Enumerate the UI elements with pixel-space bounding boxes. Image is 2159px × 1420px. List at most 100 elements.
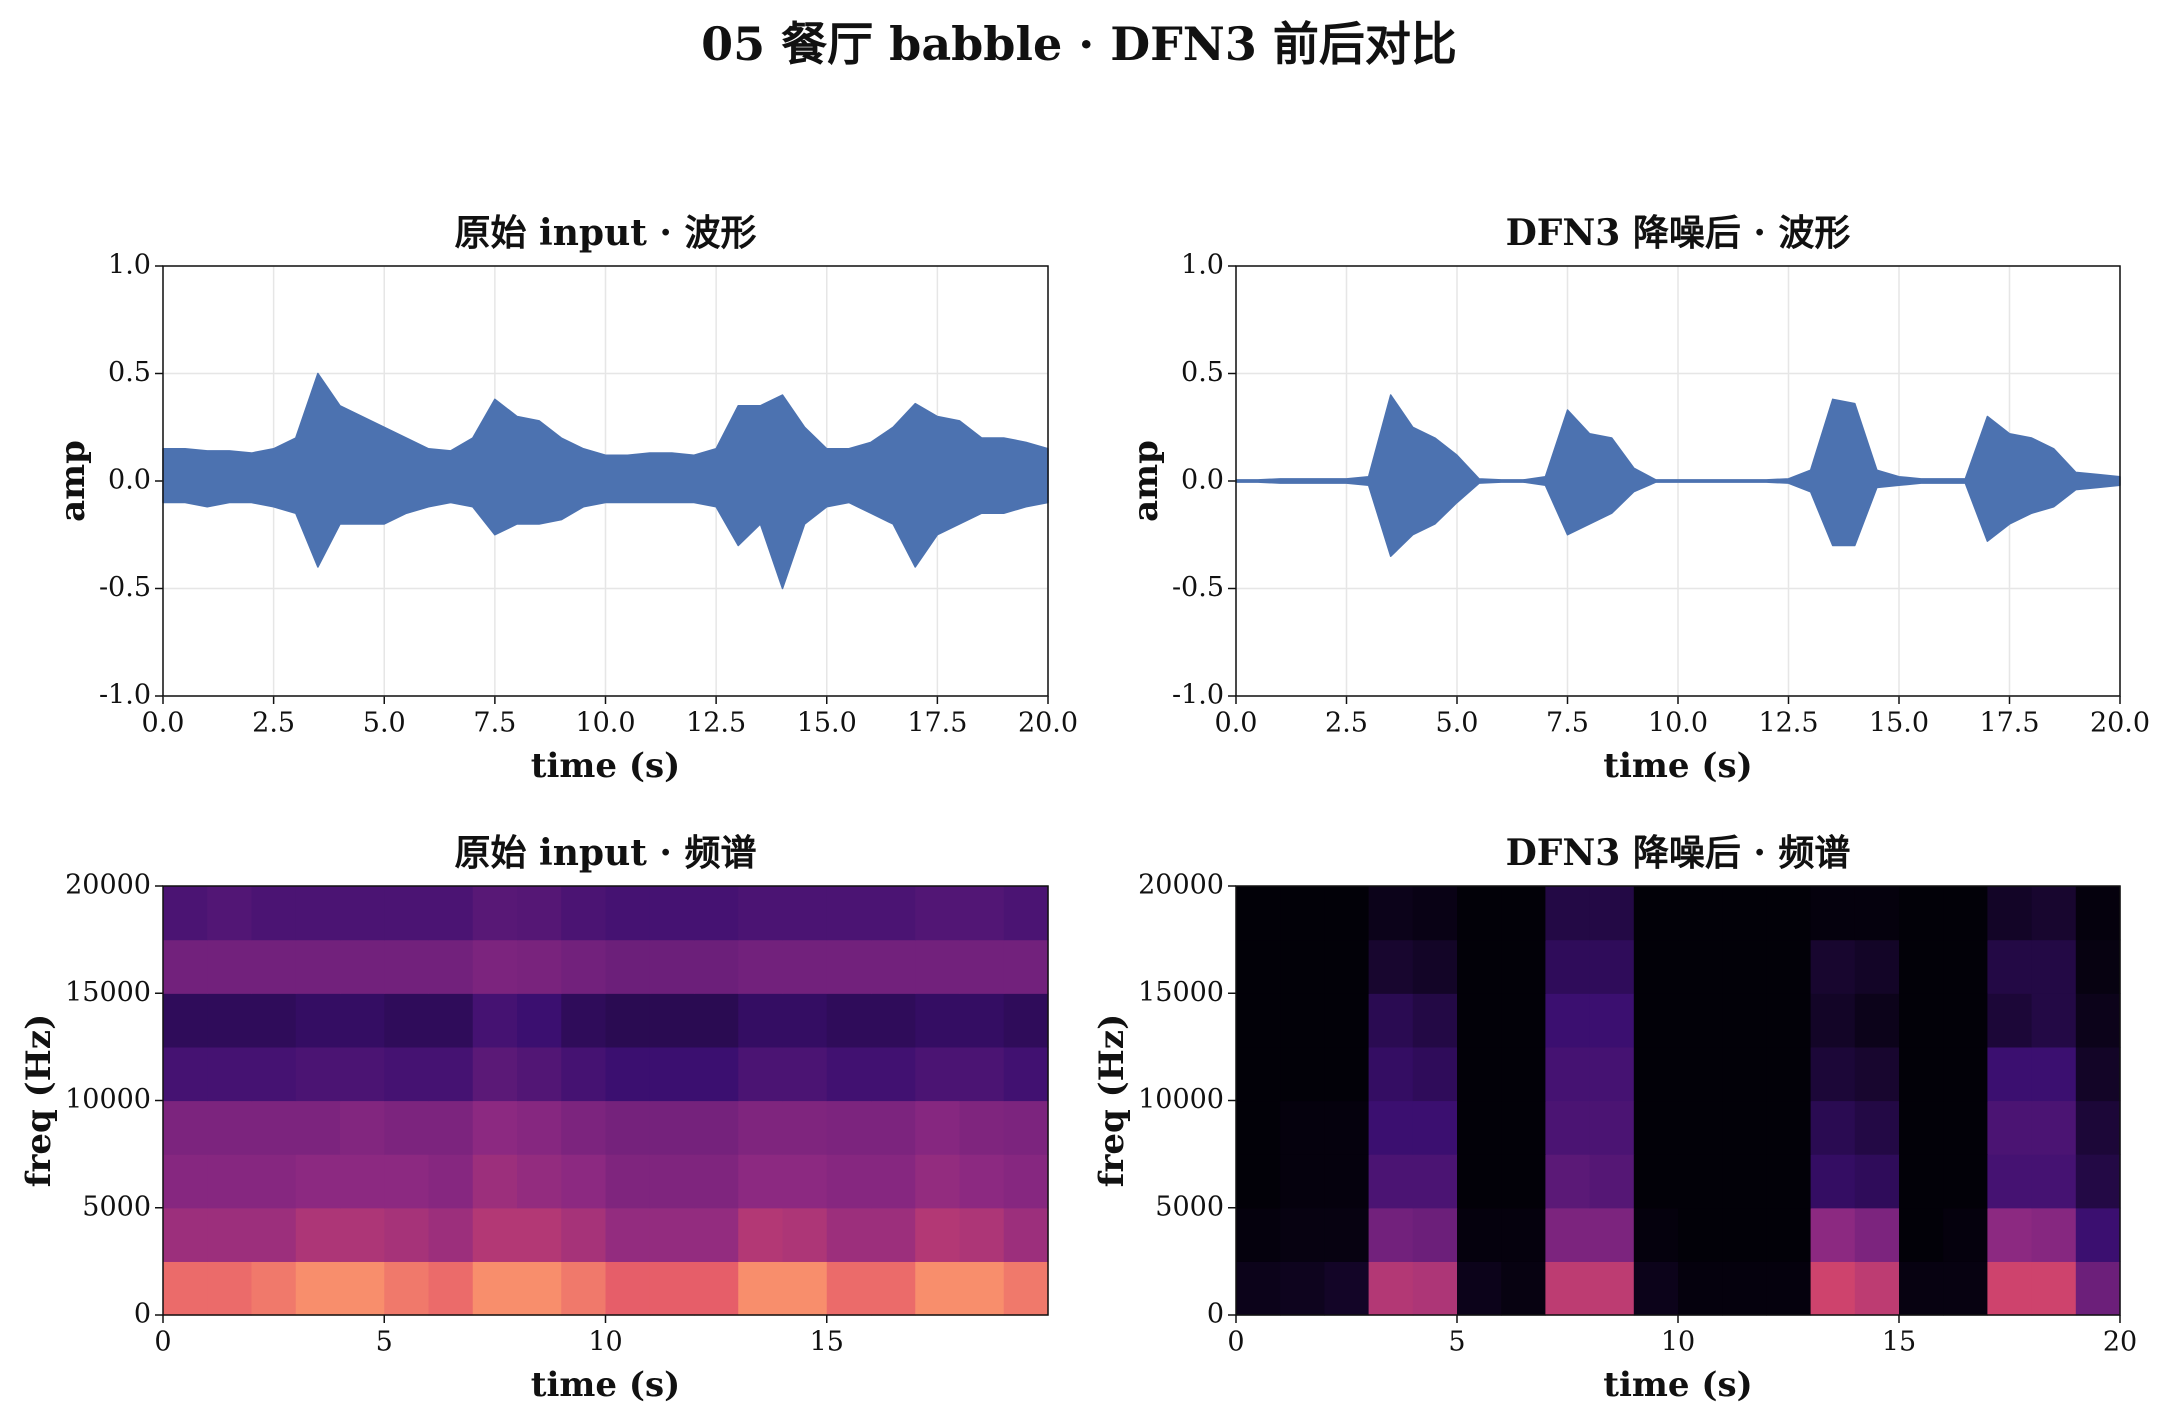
- heatmap-cell: [1633, 1100, 1679, 1155]
- y-axis-label: amp: [1126, 440, 1166, 522]
- heatmap-cell: [2075, 886, 2121, 941]
- heatmap-cell: [738, 1261, 784, 1316]
- heatmap-cell: [1589, 1046, 1635, 1102]
- y-tick-label: 10000: [65, 1084, 151, 1115]
- heatmap-cell: [2031, 1261, 2077, 1316]
- heatmap-cell: [428, 1261, 474, 1316]
- heatmap-cell: [1003, 1207, 1049, 1262]
- heatmap-cell: [163, 1154, 208, 1209]
- heatmap-cell: [384, 1100, 430, 1155]
- y-tick-label: 15000: [1138, 977, 1224, 1008]
- x-tick-label: 2.5: [1325, 708, 1368, 739]
- heatmap-cell: [2031, 939, 2077, 994]
- heatmap-cell: [782, 1207, 828, 1262]
- heatmap-cell: [1003, 1261, 1049, 1316]
- heatmap-cell: [1810, 939, 1856, 994]
- heatmap-cell: [1589, 1207, 1635, 1262]
- heatmap-cell: [1810, 1046, 1856, 1102]
- heatmap-cell: [1501, 939, 1546, 994]
- heatmap-cell: [1899, 939, 1944, 994]
- heatmap-cell: [472, 1261, 518, 1316]
- heatmap-cell: [915, 886, 961, 941]
- y-tick-label: 0.5: [108, 357, 151, 388]
- heatmap-cell: [517, 939, 562, 994]
- heatmap-cell: [1368, 1046, 1414, 1102]
- heatmap-cell: [1545, 886, 1591, 941]
- heatmap-cell: [826, 1207, 872, 1262]
- heatmap-cell: [1003, 1100, 1049, 1155]
- heatmap-cell: [1899, 1261, 1944, 1316]
- heatmap-cell: [959, 1046, 1005, 1102]
- heatmap-cell: [1854, 1154, 1900, 1209]
- heatmap-cell: [1545, 1207, 1591, 1262]
- heatmap-cell: [2075, 993, 2121, 1048]
- heatmap-cell: [649, 1046, 695, 1102]
- y-tick-label: -0.5: [1172, 572, 1224, 603]
- heatmap-cell: [2031, 993, 2077, 1048]
- x-tick-label: 0: [154, 1327, 171, 1358]
- heatmap-cell: [1280, 1100, 1325, 1155]
- heatmap-cell: [871, 1207, 916, 1262]
- heatmap-cell: [605, 1207, 651, 1262]
- heatmap-cell: [1943, 1207, 1988, 1262]
- heatmap-cell: [605, 939, 651, 994]
- heatmap-cell: [1545, 1261, 1591, 1316]
- heatmap-cell: [1987, 1207, 2033, 1262]
- heatmap-cell: [207, 1100, 253, 1155]
- heatmap-cell: [1280, 1207, 1325, 1262]
- heatmap-cell: [295, 1100, 341, 1155]
- heatmap-cell: [2031, 1154, 2077, 1209]
- heatmap-cell: [1722, 1100, 1767, 1155]
- heatmap-cell: [959, 939, 1005, 994]
- heatmap-cell: [1943, 1046, 1988, 1102]
- heatmap-cell: [1236, 1100, 1281, 1155]
- heatmap-cell: [1003, 1154, 1049, 1209]
- heatmap-cell: [826, 1261, 872, 1316]
- heatmap-cell: [694, 886, 739, 941]
- heatmap-cell: [428, 1207, 474, 1262]
- heatmap-cell: [295, 1207, 341, 1262]
- heatmap-cell: [1545, 1100, 1591, 1155]
- heatmap-cell: [1810, 993, 1856, 1048]
- heatmap-cell: [1854, 1261, 1900, 1316]
- heatmap-cell: [517, 1207, 562, 1262]
- heatmap-cell: [1678, 1261, 1723, 1316]
- heatmap-cell: [871, 886, 916, 941]
- heatmap-cell: [1810, 1154, 1856, 1209]
- heatmap-cell: [1457, 1100, 1502, 1155]
- heatmap-cell: [1766, 1207, 1812, 1262]
- heatmap-cell: [1987, 1154, 2033, 1209]
- heatmap-cell: [1003, 886, 1049, 941]
- heatmap-cell: [1324, 886, 1370, 941]
- heatmap-cell: [1633, 1261, 1679, 1316]
- heatmap-cell: [1280, 939, 1325, 994]
- heatmap-cell: [2075, 1100, 2121, 1155]
- heatmap-cell: [1412, 1046, 1458, 1102]
- heatmap-cell: [738, 1207, 784, 1262]
- heatmap-cell: [1368, 993, 1414, 1048]
- heatmap-cell: [738, 1046, 784, 1102]
- x-tick-label: 15: [810, 1327, 844, 1358]
- heatmap-cell: [738, 939, 784, 994]
- subplot-title: 原始 input · 频谱: [455, 832, 757, 874]
- x-tick-label: 20.0: [2090, 708, 2150, 739]
- heatmap-cell: [561, 1207, 607, 1262]
- heatmap-cell: [605, 1154, 651, 1209]
- heatmap-cell: [517, 1261, 562, 1316]
- heatmap-cell: [1412, 1100, 1458, 1155]
- heatmap-cell: [472, 886, 518, 941]
- axes-frame: [1235, 265, 2121, 697]
- x-tick-label: 20: [2103, 1327, 2137, 1358]
- heatmap-cell: [1987, 886, 2033, 941]
- heatmap-cell: [1854, 1046, 1900, 1102]
- heatmap-cell: [1368, 1154, 1414, 1209]
- heatmap-cell: [340, 1100, 385, 1155]
- heatmap-cell: [472, 1100, 518, 1155]
- heatmap-cell: [1678, 1046, 1723, 1102]
- heatmap-cell: [1722, 1046, 1767, 1102]
- heatmap-cell: [251, 1207, 297, 1262]
- heatmap-cell: [1368, 886, 1414, 941]
- y-tick-label: 1.0: [1181, 250, 1224, 281]
- heatmap-cell: [1854, 993, 1900, 1048]
